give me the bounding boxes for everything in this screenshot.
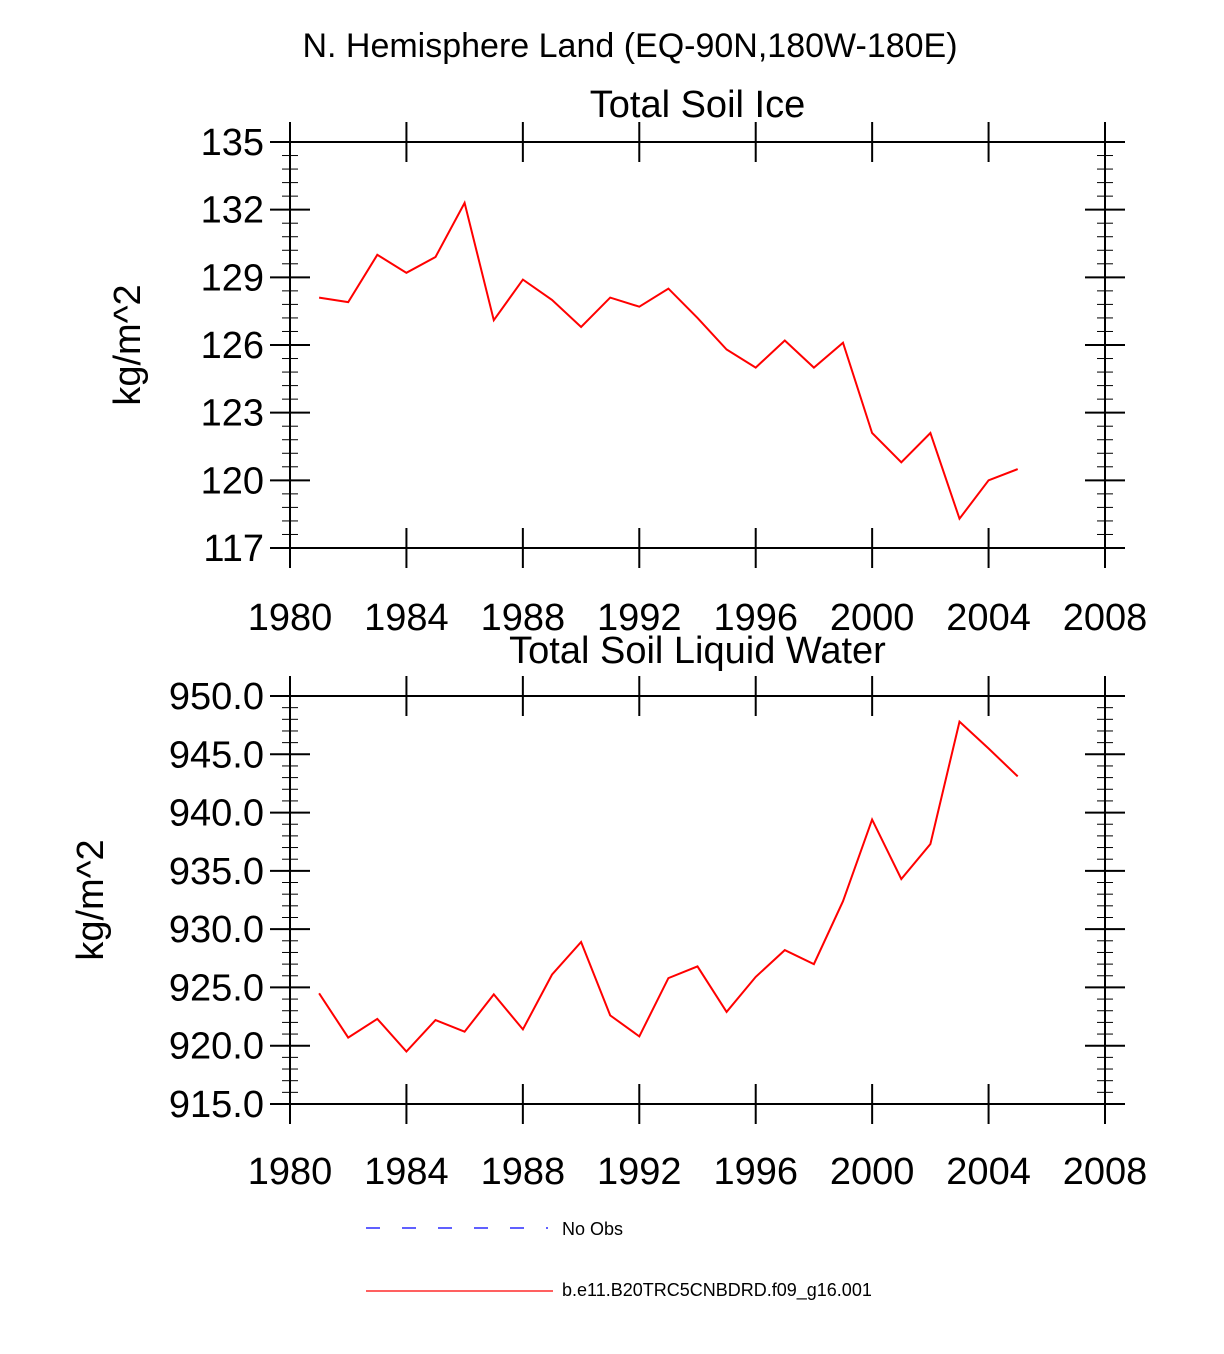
legend-model-label: b.e11.B20TRC5CNBDRD.f09_g16.001: [562, 1280, 872, 1301]
chart2-y-tick-label: 945.0: [169, 734, 264, 776]
chart2-y-tick-label: 930.0: [169, 909, 264, 951]
legend-no-obs-label: No Obs: [562, 1219, 623, 1239]
chart1-y-tick-label: 132: [201, 190, 264, 232]
chart2-plot-frame: [289, 695, 1106, 1105]
chart1-series-line-1: [318, 200, 1019, 521]
chart2-series-line-1: [318, 719, 1019, 1053]
chart1-x-tick-label: 1996: [713, 597, 798, 639]
page-title: N. Hemisphere Land (EQ-90N,180W-180E): [302, 27, 957, 65]
chart2-y-tick-label: 920.0: [169, 1026, 264, 1068]
chart1-x-tick-label: 1980: [248, 597, 333, 639]
chart1-title: Total Soil Ice: [590, 84, 805, 126]
legend: No Obs b.e11.B20TRC5CNBDRD.f09_g16.001: [366, 1219, 872, 1301]
chart2-y-tick-label: 940.0: [169, 793, 264, 835]
chart2-x-tick-label: 1992: [597, 1151, 682, 1193]
chart2-y-tick-label: 950.0: [169, 676, 264, 718]
chart1-y-tick-label: 120: [201, 460, 264, 502]
chart1-y-tick-label: 126: [201, 325, 264, 367]
chart2-x-tick-label: 1980: [248, 1151, 333, 1193]
chart1-x-tick-label: 2008: [1063, 597, 1148, 639]
chart2-x-tick-label: 2000: [830, 1151, 915, 1193]
chart1-y-tick-label: 117: [203, 528, 264, 570]
chart1-x-tick-label: 1988: [481, 597, 566, 639]
chart-total-soil-ice: Total Soil Ice kg/m^2 117 120 123 126 129 132 13…: [107, 84, 1147, 639]
chart1-y-tick-label: 135: [201, 122, 264, 164]
chart2-x-tick-label: 1984: [364, 1151, 449, 1193]
chart2-y-tick-label: 935.0: [169, 851, 264, 893]
chart2-y-tick-label: 915.0: [169, 1084, 264, 1126]
chart1-x-tick-label: 1984: [364, 597, 449, 639]
chart2-y-axis-label: kg/m^2: [70, 839, 112, 960]
chart2-title: Total Soil Liquid Water: [509, 630, 886, 672]
chart2-y-tick-label: 925.0: [169, 967, 264, 1009]
chart1-y-tick-label: 123: [201, 393, 264, 435]
chart1-y-axis-label: kg/m^2: [107, 284, 149, 405]
chart1-x-tick-label: 1992: [597, 597, 682, 639]
chart2-x-tick-label: 2008: [1063, 1151, 1148, 1193]
chart-total-soil-liquid-water: Total Soil Liquid Water kg/m^2 915.0 920.0 9…: [70, 630, 1147, 1193]
chart1-x-tick-label: 2004: [946, 597, 1031, 639]
chart1-y-tick-label: 129: [201, 257, 264, 299]
chart1-x-tick-label: 2000: [830, 597, 915, 639]
chart2-x-tick-label: 2004: [946, 1151, 1031, 1193]
chart2-x-tick-label: 1988: [481, 1151, 566, 1193]
chart2-x-tick-label: 1996: [713, 1151, 798, 1193]
